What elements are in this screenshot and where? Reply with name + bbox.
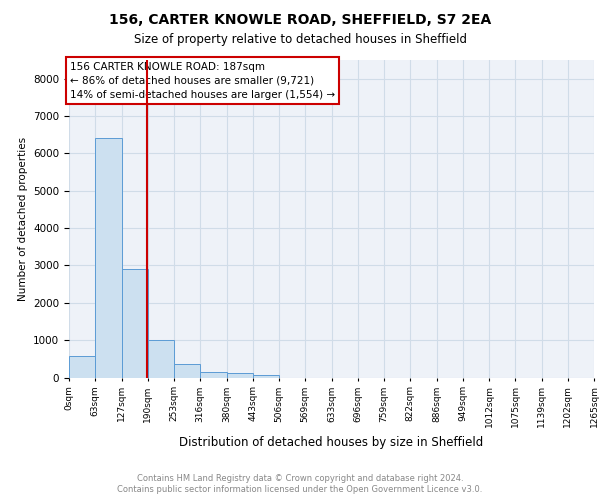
- Bar: [95, 138, 122, 378]
- Bar: [148, 340, 174, 378]
- Bar: [174, 364, 200, 378]
- Bar: [227, 374, 253, 378]
- Text: Contains HM Land Registry data © Crown copyright and database right 2024.
Contai: Contains HM Land Registry data © Crown c…: [118, 474, 482, 494]
- Text: 156 CARTER KNOWLE ROAD: 187sqm
← 86% of detached houses are smaller (9,721)
14% : 156 CARTER KNOWLE ROAD: 187sqm ← 86% of …: [70, 62, 335, 100]
- Bar: [200, 372, 227, 378]
- Y-axis label: Number of detached properties: Number of detached properties: [17, 136, 28, 301]
- Bar: [253, 376, 279, 378]
- X-axis label: Distribution of detached houses by size in Sheffield: Distribution of detached houses by size …: [179, 436, 484, 448]
- Bar: [122, 269, 148, 378]
- Bar: [69, 356, 95, 378]
- Text: Size of property relative to detached houses in Sheffield: Size of property relative to detached ho…: [133, 32, 467, 46]
- Text: 156, CARTER KNOWLE ROAD, SHEFFIELD, S7 2EA: 156, CARTER KNOWLE ROAD, SHEFFIELD, S7 2…: [109, 12, 491, 26]
